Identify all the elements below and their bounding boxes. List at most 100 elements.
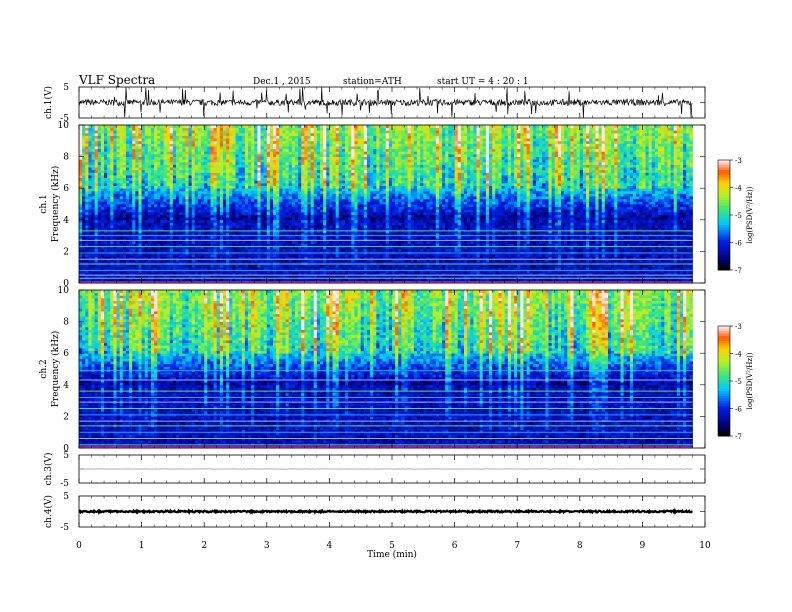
spectrogram-cell bbox=[95, 178, 99, 181]
spectrogram-cell bbox=[245, 167, 249, 170]
spectrogram-cell bbox=[257, 267, 261, 270]
spectrogram-cell bbox=[264, 207, 268, 210]
spectrogram-cell bbox=[189, 180, 193, 183]
spectrogram-cell bbox=[217, 222, 221, 225]
spectrogram-cell bbox=[251, 244, 255, 247]
spectrogram-cell bbox=[292, 193, 296, 196]
spectrogram-cell bbox=[207, 136, 211, 139]
spectrogram-cell bbox=[151, 143, 155, 146]
spectrogram-cell bbox=[232, 183, 236, 186]
spectrogram-cell bbox=[210, 138, 214, 141]
spectrogram-cell bbox=[298, 188, 302, 191]
spectrogram-cell bbox=[129, 207, 133, 210]
spectrogram-cell bbox=[148, 170, 152, 173]
spectrogram-cell bbox=[298, 130, 302, 133]
spectrogram-cell bbox=[223, 207, 227, 210]
spectrogram-cell bbox=[98, 220, 102, 223]
spectrogram-cell bbox=[88, 167, 92, 170]
spectrogram-cell bbox=[88, 175, 92, 178]
spectrogram-cell bbox=[92, 136, 96, 139]
spectrogram-cell bbox=[320, 222, 324, 225]
spectrogram-cell bbox=[329, 149, 333, 152]
spectrogram-cell bbox=[126, 183, 130, 186]
spectrogram-cell bbox=[311, 165, 315, 168]
spectrogram-cell bbox=[220, 154, 224, 157]
spectrogram-cell bbox=[120, 244, 124, 247]
spectrogram-cell bbox=[292, 217, 296, 220]
spectrogram-cell bbox=[270, 170, 274, 173]
spectrogram-cell bbox=[98, 201, 102, 204]
spectrogram-cell bbox=[104, 175, 108, 178]
spectrogram-cell bbox=[117, 162, 121, 165]
spectrogram-cell bbox=[229, 146, 233, 149]
spectrogram-cell bbox=[214, 267, 218, 270]
spectrogram-cell bbox=[207, 130, 211, 133]
spectrogram-cell bbox=[307, 217, 311, 220]
spectrogram-cell bbox=[286, 222, 290, 225]
spectrogram-cell bbox=[129, 196, 133, 199]
spectrogram-cell bbox=[182, 180, 186, 183]
spectrogram-cell bbox=[229, 178, 233, 181]
spectrogram-cell bbox=[201, 172, 205, 175]
spectrogram-cell bbox=[279, 186, 283, 189]
spectrogram-cell bbox=[282, 178, 286, 181]
spectrogram-cell bbox=[217, 220, 221, 223]
spectrogram-cell bbox=[214, 178, 218, 181]
spectrogram-cell bbox=[110, 212, 114, 215]
spectrogram-cell bbox=[304, 265, 308, 268]
spectrogram-cell bbox=[82, 267, 86, 270]
spectrogram-cell bbox=[138, 265, 142, 268]
spectrogram-cell bbox=[207, 222, 211, 225]
spectrogram-cell bbox=[232, 186, 236, 189]
spectrogram-cell bbox=[242, 125, 246, 128]
spectrogram-cell bbox=[242, 130, 246, 133]
spectrogram-cell bbox=[151, 180, 155, 183]
spectrogram-cell bbox=[223, 228, 227, 231]
spectrogram-cell bbox=[113, 175, 117, 178]
spectrogram-cell bbox=[326, 170, 330, 173]
spectrogram-cell bbox=[217, 149, 221, 152]
spectrogram-cell bbox=[98, 149, 102, 152]
spectrogram-cell bbox=[323, 167, 327, 170]
spectrogram-cell bbox=[189, 186, 193, 189]
spectrogram-cell bbox=[170, 191, 174, 194]
spectrogram-cell bbox=[289, 228, 293, 231]
spectrogram-cell bbox=[329, 265, 333, 268]
spectrogram-cell bbox=[236, 130, 240, 133]
spectrogram-cell bbox=[242, 209, 246, 212]
spectrogram-cell bbox=[248, 141, 252, 144]
spectrogram-cell bbox=[167, 209, 171, 212]
spectrogram-cell bbox=[129, 178, 133, 181]
spectrogram-cell bbox=[192, 146, 196, 149]
spectrogram-cell bbox=[138, 212, 142, 215]
spectrogram-cell bbox=[317, 188, 321, 191]
spectrogram-cell bbox=[273, 196, 277, 199]
spectrogram-cell bbox=[270, 175, 274, 178]
spectrogram-cell bbox=[157, 146, 161, 149]
spectrogram-cell bbox=[307, 212, 311, 215]
spectrogram-cell bbox=[120, 175, 124, 178]
spectrogram-cell bbox=[185, 175, 189, 178]
spectrogram-cell bbox=[98, 249, 102, 252]
spectrogram-cell bbox=[242, 162, 246, 165]
spectrogram-cell bbox=[189, 133, 193, 136]
spectrogram-cell bbox=[217, 154, 221, 157]
spectrogram-cell bbox=[192, 193, 196, 196]
spectrogram-cell bbox=[270, 188, 274, 191]
spectrogram-cell bbox=[123, 222, 127, 225]
spectrogram-cell bbox=[270, 167, 274, 170]
spectrogram-cell bbox=[251, 138, 255, 141]
spectrogram-cell bbox=[264, 178, 268, 181]
spectrogram-cell bbox=[245, 157, 249, 160]
spectrogram-cell bbox=[210, 170, 214, 173]
spectrogram-cell bbox=[248, 138, 252, 141]
spectrogram-cell bbox=[242, 201, 246, 204]
spectrogram-cell bbox=[88, 154, 92, 157]
spectrogram-cell bbox=[301, 172, 305, 175]
spectrogram-cell bbox=[307, 241, 311, 244]
spectrogram-cell bbox=[176, 188, 180, 191]
spectrogram-cell bbox=[214, 133, 218, 136]
spectrogram-cell bbox=[232, 136, 236, 139]
spectrogram-cell bbox=[182, 249, 186, 252]
spectrogram-cell bbox=[176, 138, 180, 141]
